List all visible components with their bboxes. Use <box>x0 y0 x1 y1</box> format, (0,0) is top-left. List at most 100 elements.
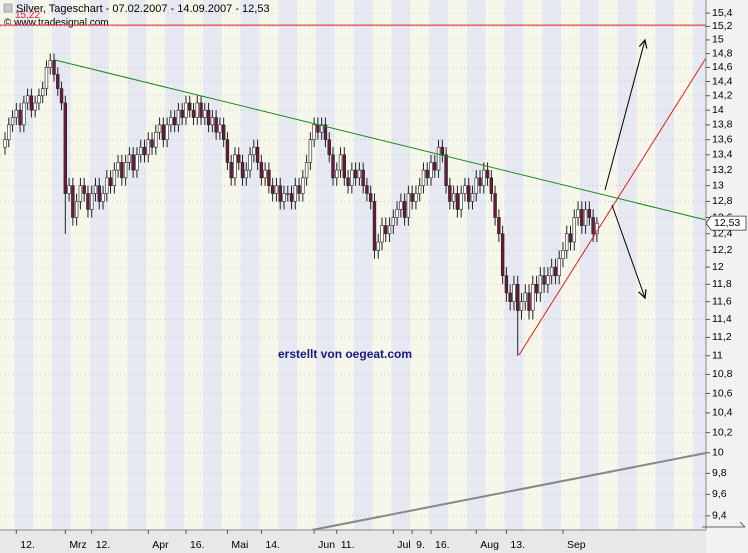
week-stripe <box>353 0 373 530</box>
candle-body <box>474 177 478 194</box>
candle-body <box>519 301 524 311</box>
down-arrow <box>611 204 645 298</box>
candle-body <box>308 139 313 163</box>
candle-body <box>259 162 264 179</box>
candle-body <box>542 275 546 285</box>
last-price-label: 12,53 <box>714 217 740 229</box>
week-stripe <box>504 0 524 530</box>
candle-body <box>278 185 282 202</box>
candle-body <box>350 169 354 186</box>
candle-body <box>29 95 34 111</box>
candle-body <box>146 139 150 156</box>
candle-body <box>546 275 550 285</box>
candle-body <box>90 193 94 210</box>
candle-body <box>116 162 120 171</box>
candle-body <box>286 193 290 195</box>
candle-body <box>301 177 305 194</box>
candle-body <box>319 124 324 133</box>
candle-body <box>591 217 595 235</box>
candle-body <box>338 154 343 171</box>
candle-body <box>131 154 135 171</box>
candle-body <box>493 193 497 218</box>
candle-body <box>425 169 429 179</box>
week-stripe <box>316 0 335 530</box>
candle-body <box>127 154 132 163</box>
candle-body <box>293 185 297 202</box>
candle-body <box>59 88 64 104</box>
candle-body <box>561 250 565 260</box>
candle-body <box>263 169 267 179</box>
candle-body <box>478 177 482 186</box>
up-arrow <box>604 40 645 191</box>
candle-body <box>252 146 256 156</box>
candle-body <box>188 102 192 111</box>
candle-body <box>139 146 143 156</box>
y-tick-label: 15,4 <box>712 7 733 19</box>
candle-body <box>410 193 414 202</box>
y-tick-label: 14,6 <box>712 61 733 73</box>
candle-body <box>357 169 362 179</box>
candle-body <box>135 154 139 171</box>
candle-body <box>406 193 411 218</box>
candle-body <box>165 124 169 141</box>
candle-body <box>195 102 199 118</box>
y-tick-label: 11,6 <box>712 295 732 307</box>
candle-body <box>459 193 463 210</box>
candles <box>3 53 599 356</box>
week-stripes <box>0 0 694 530</box>
week-stripe <box>70 0 90 530</box>
grid <box>0 12 706 517</box>
y-tick-label: 13,4 <box>712 149 733 161</box>
week-stripe <box>221 0 241 530</box>
candle-body <box>267 169 271 186</box>
candle-body <box>248 154 252 171</box>
candle-body <box>233 154 237 179</box>
candle-body <box>244 169 248 179</box>
candle-body <box>361 169 365 186</box>
candle-body <box>14 109 19 118</box>
week-stripe <box>0 0 15 530</box>
candle-body <box>176 109 181 126</box>
candle-body <box>451 193 456 202</box>
candle-body <box>444 154 448 186</box>
annotation: erstellt von oegeat.com <box>278 347 412 361</box>
candle-body <box>101 193 105 202</box>
candle-body <box>583 209 588 226</box>
candle-body <box>93 185 98 194</box>
candle-body <box>270 185 275 194</box>
candle-body <box>56 74 60 89</box>
candle-body <box>74 201 79 218</box>
x-tick-label: 16. <box>190 539 205 551</box>
resistance-trendline <box>54 59 707 221</box>
y-tick-label: 12,2 <box>712 244 733 256</box>
candle-body <box>455 193 460 210</box>
candle-body <box>112 169 117 186</box>
long-trendline <box>311 452 707 531</box>
chart-icon <box>3 3 13 13</box>
week-stripe <box>108 0 128 530</box>
candle-body <box>25 95 30 104</box>
week-stripe <box>372 0 392 530</box>
week-stripe <box>466 0 486 530</box>
week-stripe <box>523 0 543 530</box>
candle-body <box>504 275 509 294</box>
candle-body <box>3 139 7 148</box>
y-tick-label: 12,8 <box>712 195 733 207</box>
y-tick-label: 10,4 <box>712 407 733 419</box>
candle-body <box>448 185 452 202</box>
candle-body <box>327 139 331 156</box>
y-tick-label: 10,6 <box>712 387 733 399</box>
y-tick-label: 10,8 <box>712 368 733 380</box>
candle-body <box>531 283 535 311</box>
week-stripe <box>429 0 448 530</box>
week-stripe <box>410 0 430 530</box>
candle-body <box>553 266 558 276</box>
y-tick-label: 13 <box>712 179 724 191</box>
week-stripe <box>52 0 71 530</box>
candle-body <box>120 162 124 179</box>
candle-body <box>421 169 426 186</box>
candle-body <box>414 193 418 202</box>
candle-body <box>105 177 109 194</box>
candle-body <box>304 162 309 179</box>
